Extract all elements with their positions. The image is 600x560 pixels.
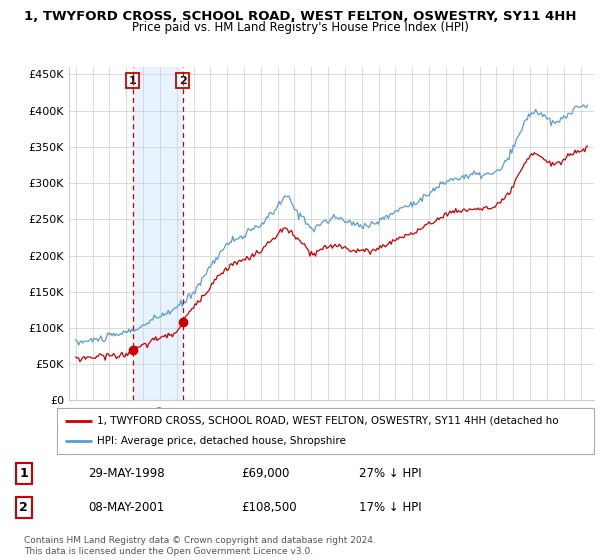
Text: 27% ↓ HPI: 27% ↓ HPI <box>359 467 421 480</box>
Text: 1: 1 <box>129 76 136 86</box>
Text: 1, TWYFORD CROSS, SCHOOL ROAD, WEST FELTON, OSWESTRY, SY11 4HH (detached ho: 1, TWYFORD CROSS, SCHOOL ROAD, WEST FELT… <box>97 416 559 426</box>
Text: 2: 2 <box>179 76 187 86</box>
Text: 1, TWYFORD CROSS, SCHOOL ROAD, WEST FELTON, OSWESTRY, SY11 4HH: 1, TWYFORD CROSS, SCHOOL ROAD, WEST FELT… <box>24 10 576 23</box>
Bar <box>133 67 182 400</box>
Text: £108,500: £108,500 <box>241 501 297 514</box>
Text: 17% ↓ HPI: 17% ↓ HPI <box>359 501 421 514</box>
Text: Contains HM Land Registry data © Crown copyright and database right 2024.
This d: Contains HM Land Registry data © Crown c… <box>24 536 376 556</box>
Text: £69,000: £69,000 <box>241 467 290 480</box>
Text: 08-MAY-2001: 08-MAY-2001 <box>88 501 164 514</box>
Text: 29-MAY-1998: 29-MAY-1998 <box>88 467 165 480</box>
Text: HPI: Average price, detached house, Shropshire: HPI: Average price, detached house, Shro… <box>97 436 346 446</box>
Text: 2: 2 <box>19 501 28 514</box>
Text: 1: 1 <box>19 467 28 480</box>
Text: Price paid vs. HM Land Registry's House Price Index (HPI): Price paid vs. HM Land Registry's House … <box>131 21 469 34</box>
